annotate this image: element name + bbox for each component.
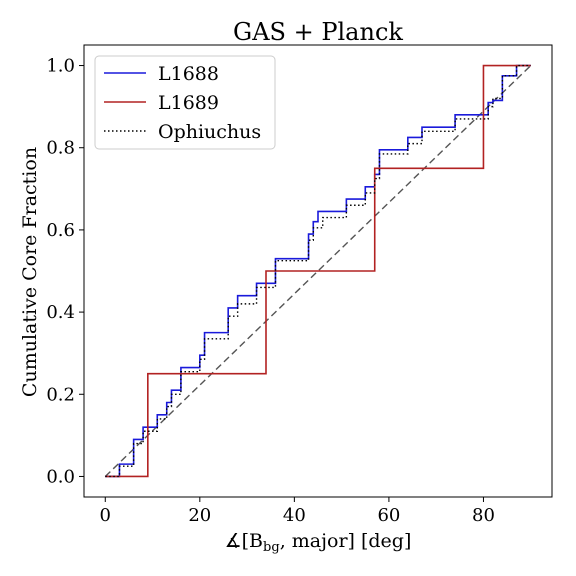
x-tick-label: 40 — [283, 505, 306, 526]
x-tick-label: 60 — [377, 505, 400, 526]
legend-box — [94, 55, 276, 150]
x-axis-label-main: ∡[B — [225, 530, 263, 552]
plot-area — [104, 64, 532, 478]
x-axis-label-rest: , major] [deg] — [280, 530, 412, 552]
x-axis-label-sub: bg — [263, 540, 280, 555]
y-tick-label: 0.2 — [46, 384, 75, 405]
series-line-ophiuchus — [105, 64, 531, 478]
y-tick-label: 0.6 — [46, 220, 75, 241]
y-axis-label: Cumulative Core Fraction — [19, 147, 41, 397]
legend-label-l1688: L1688 — [158, 63, 219, 85]
x-tick-label: 20 — [188, 505, 211, 526]
plot-frame — [83, 44, 553, 498]
y-tick-label: 0.4 — [46, 302, 75, 323]
x-tick-label: 80 — [472, 505, 495, 526]
chart-title: GAS + Planck — [233, 18, 403, 46]
y-tick-label: 1.0 — [46, 56, 75, 77]
y-tick-label: 0.8 — [46, 138, 75, 159]
y-axis: 0.0 0.2 0.4 0.6 0.8 1.0 — [46, 56, 84, 487]
y-tick-label: 0.0 — [46, 466, 75, 487]
legend-label-ophiuchus: Ophiuchus — [158, 121, 261, 143]
x-axis-label: ∡[Bbg, major] [deg] — [225, 530, 412, 555]
x-tick-label: 0 — [100, 505, 111, 526]
x-axis: 0 20 40 60 80 — [100, 497, 495, 526]
legend-label-l1689: L1689 — [158, 92, 219, 114]
legend: L1688 L1689 Ophiuchus — [94, 55, 276, 150]
series-line-l1689 — [105, 64, 531, 478]
